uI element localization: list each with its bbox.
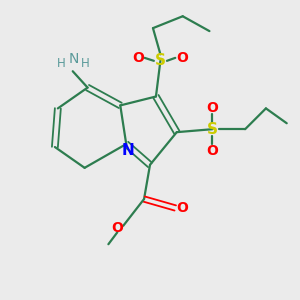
Text: N: N <box>68 52 79 66</box>
Text: H: H <box>81 57 90 70</box>
Text: H: H <box>57 57 66 70</box>
Text: O: O <box>176 51 188 65</box>
Text: O: O <box>176 201 188 215</box>
Text: O: O <box>111 221 123 235</box>
Text: O: O <box>132 51 144 65</box>
Text: O: O <box>206 101 218 115</box>
Text: O: O <box>206 144 218 158</box>
Text: S: S <box>207 122 218 137</box>
Text: N: N <box>121 143 134 158</box>
Text: S: S <box>155 53 166 68</box>
